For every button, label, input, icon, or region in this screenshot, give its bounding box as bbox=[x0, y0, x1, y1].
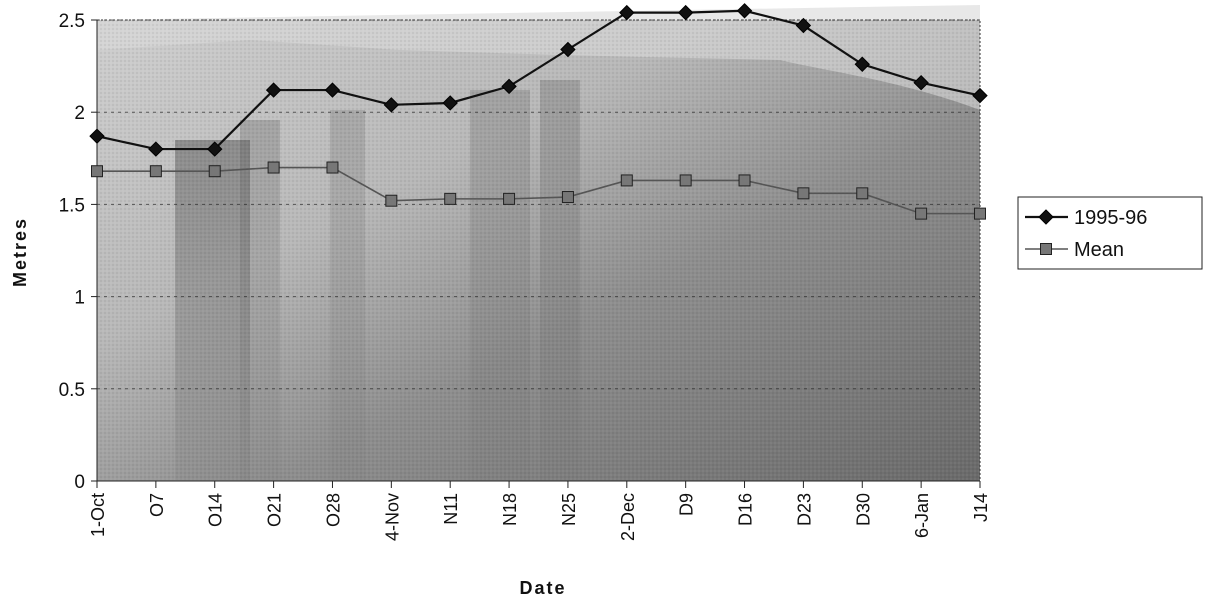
y-tick-label: 2.5 bbox=[59, 11, 85, 32]
x-tick-label: D9 bbox=[677, 493, 697, 516]
legend-label: 1995-96 bbox=[1074, 207, 1147, 229]
data-point bbox=[854, 56, 870, 72]
data-point bbox=[385, 194, 398, 207]
y-axis: 0 0.5 1 1.5 2 2.5 bbox=[59, 11, 98, 493]
x-tick-label: D16 bbox=[736, 493, 756, 526]
data-point bbox=[974, 207, 986, 220]
x-tick-label: 4-Nov bbox=[382, 493, 402, 541]
data-point bbox=[265, 82, 282, 98]
data-point bbox=[738, 174, 751, 187]
data-point bbox=[326, 161, 339, 174]
data-point bbox=[679, 174, 692, 187]
data-point bbox=[91, 165, 103, 178]
series-1 bbox=[91, 161, 986, 220]
data-point bbox=[856, 187, 869, 200]
y-tick-label: 0 bbox=[74, 472, 85, 493]
x-tick-label: O14 bbox=[206, 493, 226, 527]
y-tick-label: 0.5 bbox=[59, 380, 85, 401]
x-tick-label: N18 bbox=[500, 493, 520, 526]
x-tick-label: O21 bbox=[265, 493, 285, 527]
x-tick-label: O7 bbox=[147, 493, 167, 517]
data-point bbox=[677, 4, 694, 21]
data-point bbox=[383, 97, 400, 113]
data-point bbox=[89, 128, 105, 144]
data-point bbox=[972, 87, 988, 104]
data-point bbox=[208, 165, 221, 178]
data-point bbox=[797, 187, 810, 200]
legend-label: Mean bbox=[1074, 239, 1124, 261]
x-tick-label: O28 bbox=[323, 493, 343, 527]
x-tick-label: 1-Oct bbox=[88, 493, 108, 537]
plot-stipple-texture bbox=[97, 20, 980, 481]
data-point bbox=[619, 4, 635, 21]
data-point bbox=[501, 78, 517, 95]
series-0 bbox=[89, 3, 988, 157]
data-point bbox=[795, 17, 812, 34]
y-tick-label: 2 bbox=[74, 103, 85, 124]
legend-marker bbox=[1038, 209, 1054, 225]
data-point bbox=[267, 161, 280, 174]
x-tick-label: D30 bbox=[853, 493, 873, 526]
y-axis-title: Metres bbox=[10, 217, 30, 287]
data-point bbox=[442, 95, 458, 111]
x-tick-label: N25 bbox=[559, 493, 579, 526]
data-point bbox=[324, 82, 341, 98]
data-point bbox=[736, 3, 753, 19]
data-point bbox=[149, 165, 162, 178]
x-axis: 1-Oct O7 O14 O21 O28 4-Nov N11 N18 N25 2-Dec D9 D16… bbox=[88, 480, 991, 541]
plot-area bbox=[96, 5, 981, 482]
legend-box bbox=[1017, 196, 1203, 270]
y-tick-label: 1 bbox=[74, 288, 85, 309]
data-point bbox=[444, 192, 457, 205]
x-tick-label: 2-Dec bbox=[618, 493, 638, 541]
data-point bbox=[561, 191, 574, 204]
data-point bbox=[148, 141, 164, 157]
x-tick-label: J14 bbox=[971, 493, 991, 522]
data-point bbox=[620, 174, 633, 187]
data-point bbox=[915, 207, 928, 220]
series-line bbox=[97, 166, 980, 215]
series-layer bbox=[89, 3, 988, 220]
x-tick-label: 6-Jan bbox=[912, 493, 932, 538]
x-tick-label: N11 bbox=[441, 493, 461, 525]
series-line bbox=[96, 9, 981, 151]
data-point bbox=[503, 192, 516, 205]
legend: 1995-96 Mean bbox=[1017, 196, 1203, 270]
x-tick-label: D23 bbox=[794, 493, 814, 526]
x-axis-title: Date bbox=[519, 578, 566, 598]
legend-marker bbox=[1040, 243, 1052, 255]
data-point bbox=[913, 74, 929, 91]
gridlines bbox=[97, 19, 980, 390]
data-point bbox=[207, 141, 223, 157]
data-point bbox=[560, 41, 576, 58]
y-tick-label: 1.5 bbox=[59, 195, 85, 216]
